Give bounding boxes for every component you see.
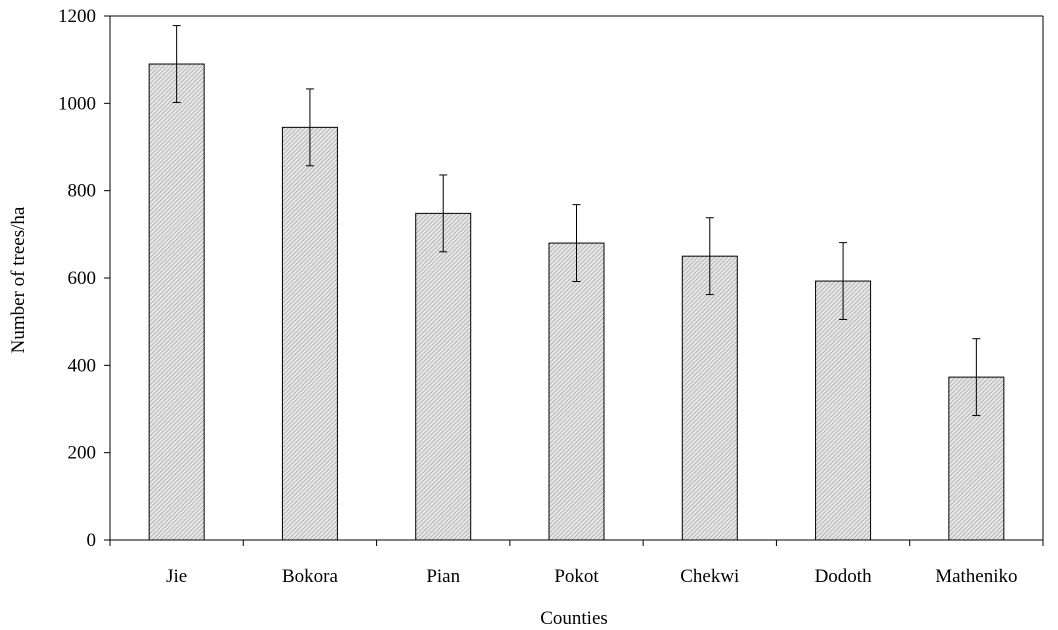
plot-area: 0 200 400 600 800 1000 1200 Jie Bokora Pian Pokot C…	[58, 6, 1044, 587]
category-label: Bokora	[282, 566, 339, 587]
bar	[548, 242, 605, 541]
category-label: Dodoth	[815, 566, 873, 587]
category-label: Pokot	[554, 566, 599, 587]
y-tick-label: 400	[68, 355, 97, 376]
x-axis-title: Counties	[540, 608, 608, 629]
y-tick-label: 0	[87, 530, 97, 551]
bar	[281, 126, 338, 541]
bar	[681, 255, 738, 541]
category-label: Jie	[166, 566, 187, 587]
bar	[415, 212, 472, 541]
y-axis-title: Number of trees/ha	[8, 206, 29, 353]
y-tick-label: 600	[68, 268, 97, 289]
category-label: Pian	[426, 566, 460, 587]
y-tick-label: 1200	[58, 6, 96, 27]
y-tick-label: 200	[68, 443, 97, 464]
bar	[148, 63, 205, 541]
y-tick-label: 1000	[58, 93, 96, 114]
category-label: Matheniko	[935, 566, 1017, 587]
y-tick-label: 800	[68, 181, 97, 202]
category-label: Chekwi	[680, 566, 739, 587]
